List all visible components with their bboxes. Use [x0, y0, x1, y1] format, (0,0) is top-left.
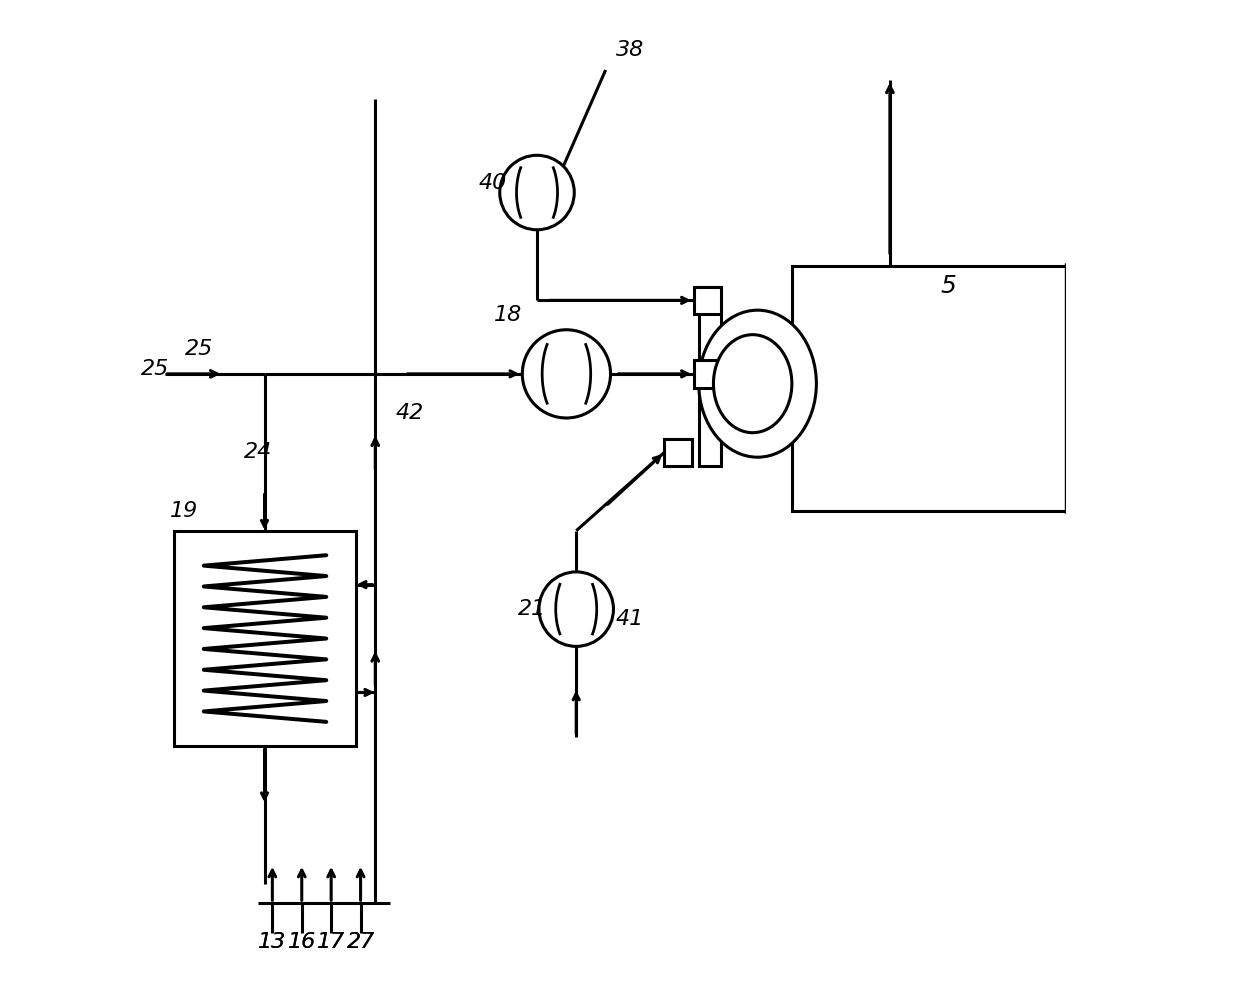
Polygon shape [1067, 266, 1213, 511]
Text: 18: 18 [493, 305, 522, 325]
Ellipse shape [699, 311, 817, 457]
Bar [694, 287, 721, 315]
Bar [664, 438, 691, 466]
Text: 27: 27 [347, 933, 374, 953]
Text: 25: 25 [140, 359, 169, 379]
Text: 38: 38 [616, 40, 644, 60]
Text: 13: 13 [258, 933, 286, 953]
Text: 16: 16 [287, 933, 316, 953]
Bar [792, 266, 1067, 511]
Text: 40: 40 [478, 173, 507, 193]
Text: 13: 13 [258, 933, 286, 953]
Text: 5: 5 [940, 273, 957, 298]
Text: 16: 16 [287, 933, 316, 953]
Text: 21: 21 [518, 599, 546, 619]
Ellipse shape [714, 334, 792, 433]
Text: 17: 17 [317, 933, 346, 953]
Text: 19: 19 [170, 501, 198, 521]
Circle shape [499, 155, 574, 230]
Circle shape [539, 572, 613, 647]
Bar [699, 287, 721, 466]
Text: 42: 42 [395, 403, 424, 423]
Text: 24: 24 [244, 442, 271, 462]
Text: 25: 25 [185, 339, 213, 360]
Text: 27: 27 [347, 933, 374, 953]
Circle shape [523, 329, 611, 418]
Bar [694, 360, 721, 387]
Text: 17: 17 [317, 933, 346, 953]
Bar [175, 531, 356, 746]
Text: 41: 41 [616, 608, 644, 629]
